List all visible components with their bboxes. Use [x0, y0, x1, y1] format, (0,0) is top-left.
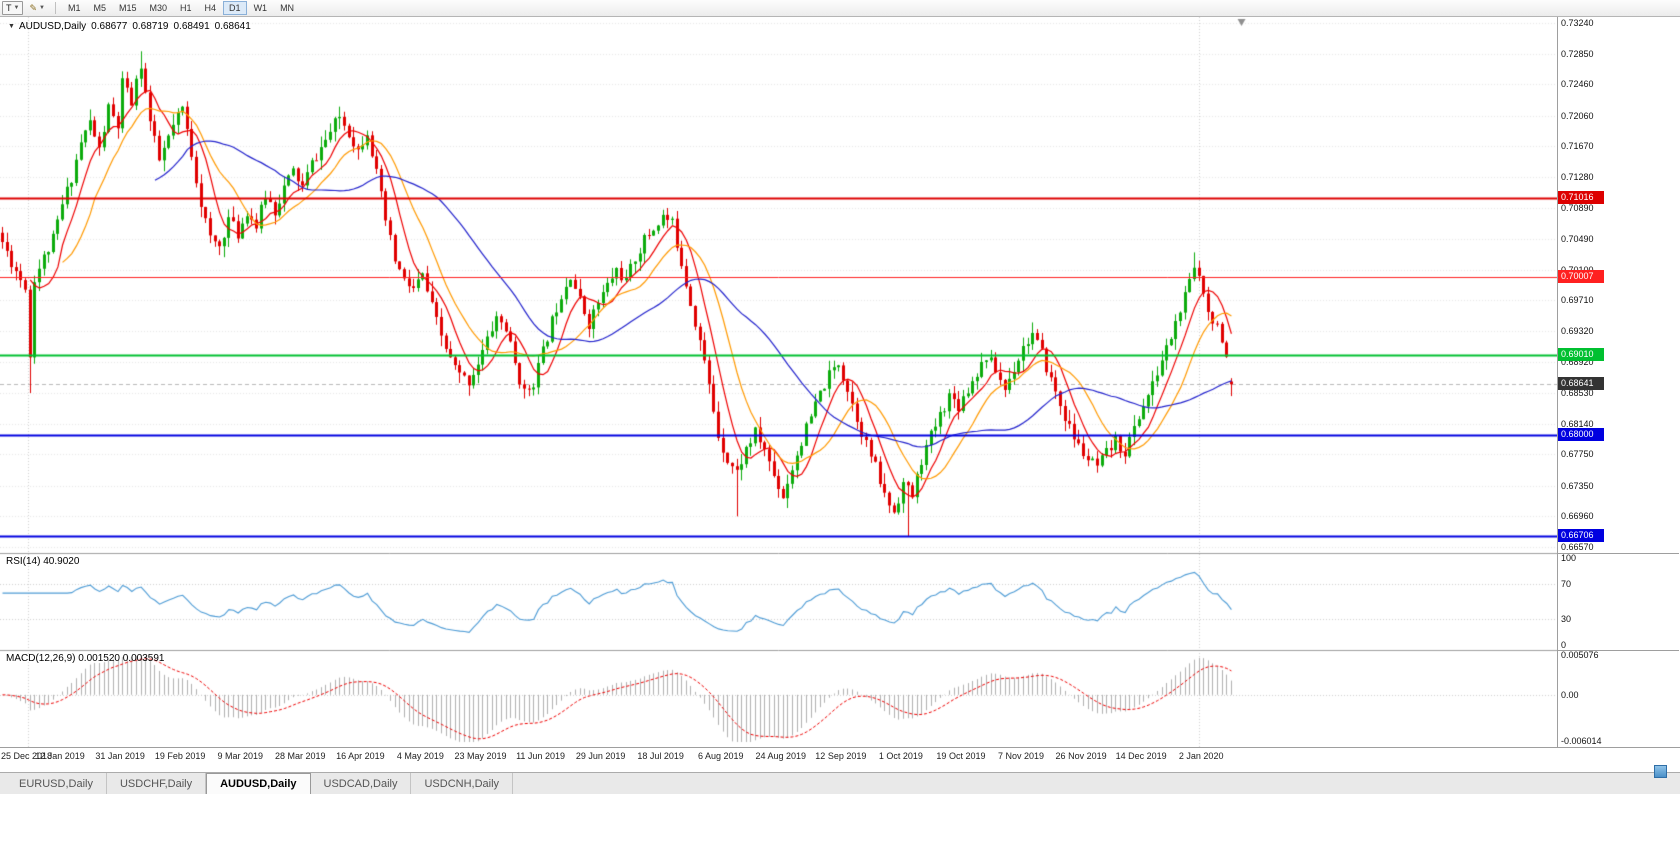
y-axis-tick-label: 0.70890 — [1561, 202, 1594, 213]
bottom-filler — [0, 794, 1680, 830]
text-tool-button[interactable]: T ▼ — [2, 1, 24, 15]
chart-tab-bar: EURUSD,Daily USDCHF,Daily AUDUSD,Daily USDC… — [0, 772, 1680, 794]
chart-workspace: ▼ AUDUSD,Daily 0.68677 0.68719 0.68491 0.6864… — [0, 17, 1680, 747]
toolbar-separator — [54, 2, 56, 14]
y-axis-tick-label: 0.72850 — [1561, 48, 1594, 59]
x-axis-date-label: 12 Sep 2019 — [815, 751, 867, 761]
text-tool-icon: T — [6, 3, 12, 13]
tab-audusd-daily[interactable]: AUDUSD,Daily — [206, 773, 311, 794]
x-axis-date-label: 1 Oct 2019 — [878, 751, 923, 761]
x-axis-date-label: 19 Feb 2019 — [154, 751, 206, 761]
ohlc-high: 0.68719 — [132, 21, 169, 32]
rsi-tick-label: 100 — [1561, 553, 1577, 563]
macd-tick-label: -0.006014 — [1561, 736, 1602, 746]
timeframe-button-mn[interactable]: MN — [280, 3, 295, 13]
candlestick-chart-canvas[interactable] — [0, 17, 1557, 747]
date-axis[interactable]: 25 Dec 2018 12 Jan 2019 31 Jan 2019 19 Feb … — [0, 747, 1680, 764]
x-axis-date-label: 18 Jul 2019 — [637, 751, 684, 761]
price-line-badge: 0.71016 — [1558, 190, 1604, 204]
macd-tick-label: 0.00 — [1561, 689, 1579, 700]
symbol-name: AUDUSD,Daily — [18, 21, 87, 32]
macd-tick-label: 0.005076 — [1561, 650, 1599, 660]
y-axis-tick-label: 0.72060 — [1561, 110, 1594, 121]
tab-usdchf-daily[interactable]: USDCHF,Daily — [107, 773, 207, 794]
tab-eurusd-daily[interactable]: EURUSD,Daily — [6, 773, 107, 794]
timeframe-button-m15[interactable]: M15 — [118, 3, 137, 13]
ohlc-close: 0.68641 — [214, 21, 251, 32]
timeframe-button-group: M1 M5 M15 M30 H1 H4 D1 W1 MN — [62, 1, 300, 15]
price-line-badge: 0.70007 — [1558, 269, 1604, 283]
x-axis-date-label: 23 May 2019 — [454, 751, 507, 761]
y-axis-tick-label: 0.69710 — [1561, 295, 1594, 306]
y-axis-tick-label: 0.70490 — [1561, 234, 1594, 245]
collapse-arrow-icon[interactable]: ▼ — [8, 23, 15, 30]
rsi-tick-label: 0 — [1561, 640, 1567, 650]
x-axis-date-label: 14 Dec 2019 — [1115, 751, 1167, 761]
x-axis-date-label: 11 Jun 2019 — [516, 751, 565, 761]
x-axis-date-label: 24 Aug 2019 — [755, 751, 807, 761]
x-axis-date-label: 2 Jan 2020 — [1178, 751, 1224, 761]
tab-usdcad-daily[interactable]: USDCAD,Daily — [311, 773, 412, 794]
tab-scroll-button[interactable] — [1654, 765, 1667, 778]
chart-symbol-ohlc-label: ▼ AUDUSD,Daily 0.68677 0.68719 0.68491 0.6864… — [8, 21, 251, 32]
timeframe-button-m5[interactable]: M5 — [93, 3, 106, 13]
timeframe-button-w1[interactable]: W1 — [253, 3, 268, 13]
timeframe-button-m30[interactable]: M30 — [149, 3, 168, 13]
x-axis-date-label: 12 Jan 2019 — [35, 751, 85, 761]
timeframe-button-m1[interactable]: M1 — [67, 3, 81, 13]
y-axis-tick-label: 0.73240 — [1561, 18, 1594, 28]
panel-separator — [1558, 553, 1679, 554]
ohlc-low: 0.68491 — [173, 21, 210, 32]
price-line-badge: 0.69010 — [1558, 348, 1604, 362]
x-axis-date-label: 4 May 2019 — [396, 751, 444, 761]
price-line-badge: 0.66706 — [1558, 529, 1604, 543]
y-axis-tick-label: 0.72460 — [1561, 79, 1594, 90]
y-axis-tick-label: 0.67750 — [1561, 449, 1594, 460]
top-toolbar: T ▼ ✎ ▼ M1 M5 M15 M30 H1 H4 D1 W1 MN — [0, 0, 1680, 17]
x-axis-date-label: 6 Aug 2019 — [697, 751, 744, 761]
panel-separator — [1558, 650, 1679, 651]
x-axis-date-label: 28 Mar 2019 — [275, 751, 326, 761]
chevron-down-icon: ▼ — [13, 5, 20, 11]
chevron-down-icon: ▼ — [39, 5, 45, 11]
y-axis-tick-label: 0.68140 — [1561, 418, 1594, 429]
y-axis-tick-label: 0.66570 — [1561, 542, 1594, 552]
rsi-tick-label: 30 — [1561, 613, 1572, 624]
y-axis-tick-label: 0.71280 — [1561, 171, 1594, 182]
x-axis-date-label: 19 Oct 2019 — [936, 751, 986, 761]
x-axis-date-label: 31 Jan 2019 — [95, 751, 145, 761]
timeframe-button-d1[interactable]: D1 — [223, 1, 247, 15]
price-axis[interactable]: 0.73240 0.72850 0.72460 0.72060 0.71670 0.712… — [1557, 17, 1679, 747]
y-axis-tick-label: 0.68530 — [1561, 388, 1594, 399]
x-axis-date-label: 25 Dec 2018 — [1, 751, 53, 761]
ohlc-open: 0.68677 — [91, 21, 128, 32]
x-axis-date-label: 26 Nov 2019 — [1055, 751, 1107, 761]
price-line-badge: 0.68000 — [1558, 427, 1604, 441]
y-axis-tick-label: 0.67350 — [1561, 480, 1594, 491]
x-axis-date-label: 9 Mar 2019 — [217, 751, 263, 761]
x-axis-date-label: 29 Jun 2019 — [575, 751, 626, 761]
tab-usdcnh-daily[interactable]: USDCNH,Daily — [411, 773, 514, 794]
timeframe-button-h1[interactable]: H1 — [180, 3, 192, 13]
y-axis-tick-label: 0.68920 — [1561, 357, 1594, 368]
pencil-icon: ✎ — [29, 2, 37, 13]
y-axis-tick-label: 0.66960 — [1561, 511, 1594, 522]
rsi-indicator-label: RSI(14) 40.9020 — [6, 556, 80, 567]
rsi-tick-label: 70 — [1561, 579, 1572, 590]
x-axis-date-label: 16 Apr 2019 — [336, 751, 385, 761]
macd-indicator-label: MACD(12,26,9) 0.001520 0.003591 — [6, 653, 165, 664]
y-axis-tick-label: 0.71670 — [1561, 141, 1594, 152]
draw-tool-button[interactable]: ✎ ▼ — [25, 1, 49, 15]
current-price-badge: 0.68641 — [1558, 377, 1604, 391]
y-axis-tick-label: 0.69320 — [1561, 325, 1594, 336]
x-axis-date-label: 7 Nov 2019 — [997, 751, 1045, 761]
timeframe-button-h4[interactable]: H4 — [204, 3, 217, 13]
